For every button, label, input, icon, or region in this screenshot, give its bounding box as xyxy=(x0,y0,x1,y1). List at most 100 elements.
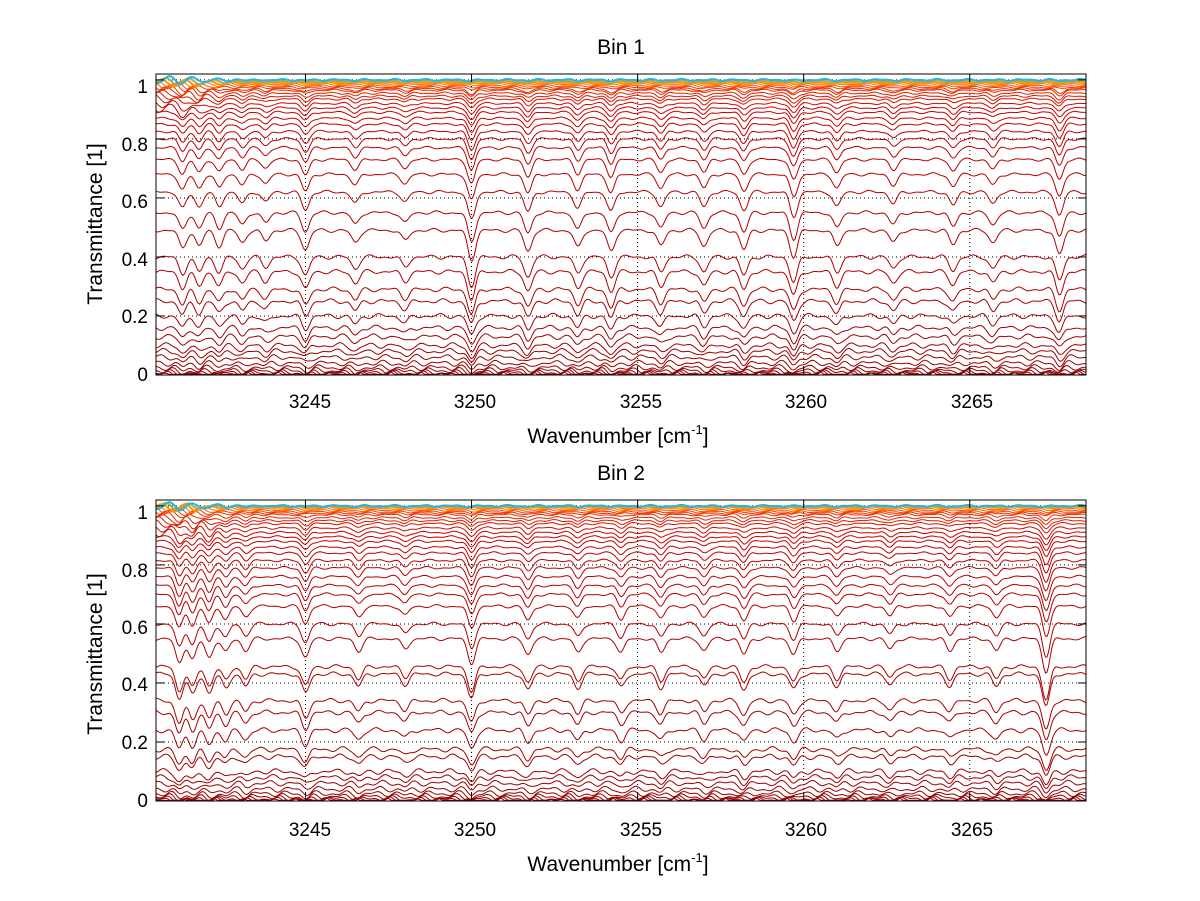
y-tick-label: 0.8 xyxy=(122,135,148,156)
series-line xyxy=(155,324,1087,345)
y-axis-label: Transmittance [1] xyxy=(84,143,107,304)
series-line xyxy=(155,172,1087,200)
x-tick-label: 3260 xyxy=(785,392,827,413)
y-tick-label: 0.4 xyxy=(122,675,149,696)
series-line xyxy=(155,519,1087,534)
series-line xyxy=(155,535,1087,551)
series-line xyxy=(155,507,1087,515)
x-axis-label: Wavenumber [cm-1] xyxy=(527,850,708,876)
y-tick-label: 0 xyxy=(137,365,148,386)
series-line xyxy=(155,558,1087,583)
axes-frame xyxy=(155,73,1087,376)
chart-title: Bin 1 xyxy=(597,36,645,59)
series-line xyxy=(155,91,1087,105)
series-line xyxy=(155,82,1087,91)
y-tick-label: 0.4 xyxy=(122,250,149,271)
series-line xyxy=(155,86,1087,97)
series-line xyxy=(155,122,1087,141)
tick-marks xyxy=(156,74,1086,376)
series-line xyxy=(155,785,1087,799)
series-line xyxy=(155,773,1087,789)
series-line xyxy=(155,83,1087,93)
series-line xyxy=(155,342,1087,359)
series-line xyxy=(155,539,1087,557)
x-tick-label: 3260 xyxy=(785,820,827,841)
series-line xyxy=(155,370,1086,375)
axes-frame xyxy=(155,499,1087,802)
series-group xyxy=(155,75,1087,375)
x-tick-label: 3250 xyxy=(454,820,496,841)
series-line xyxy=(155,116,1087,133)
series-line xyxy=(155,664,1087,701)
series-line xyxy=(155,129,1087,151)
x-axis-label-main: Wavenumber [cm xyxy=(527,853,691,876)
series-line xyxy=(155,525,1087,540)
series-line xyxy=(155,80,1087,89)
series-line xyxy=(155,88,1087,101)
series-line xyxy=(155,727,1087,756)
series-line xyxy=(155,268,1087,302)
series-line xyxy=(155,516,1087,530)
y-tick-label: 1 xyxy=(137,503,148,524)
series-line xyxy=(155,565,1087,592)
series-line xyxy=(156,298,1087,324)
y-axis-label: Transmittance [1] xyxy=(84,573,107,734)
series-line xyxy=(155,545,1087,565)
y-tick-label: 1 xyxy=(137,77,148,98)
series-line xyxy=(155,510,1087,523)
series-line xyxy=(155,671,1087,707)
x-tick-label: 3245 xyxy=(289,392,331,413)
x-tick-label: 3255 xyxy=(620,820,662,841)
series-line xyxy=(155,312,1086,335)
series-line xyxy=(155,100,1087,115)
series-line xyxy=(155,103,1087,121)
series-line xyxy=(155,286,1087,315)
series-line xyxy=(155,85,1087,96)
series-line xyxy=(155,347,1086,363)
series-line xyxy=(155,592,1087,623)
x-tick-label: 3250 xyxy=(454,392,496,413)
series-line xyxy=(156,136,1087,161)
series-line xyxy=(155,94,1087,109)
panel-bin-2: Bin 2 Transmittance [1] Wavenumber [cm-1] 0… xyxy=(84,462,1087,876)
x-tick-label: 3245 xyxy=(289,820,331,841)
y-tick-label: 0.6 xyxy=(122,618,148,639)
series-line xyxy=(155,621,1087,658)
x-axis-label-superscript: -1 xyxy=(691,850,703,865)
x-tick-label: 3255 xyxy=(620,392,662,413)
series-line xyxy=(155,353,1087,368)
series-line xyxy=(155,78,1086,88)
series-line xyxy=(156,157,1087,184)
series-line xyxy=(155,509,1087,519)
x-axis-label-superscript: -1 xyxy=(691,422,703,437)
series-line xyxy=(155,779,1087,794)
series-line xyxy=(155,359,1087,372)
series-line xyxy=(155,513,1087,525)
series-line xyxy=(155,603,1087,638)
series-line xyxy=(155,508,1087,517)
series-line xyxy=(155,768,1087,786)
x-tick-label: 3265 xyxy=(951,392,993,413)
plot-area xyxy=(156,74,1086,375)
series-line xyxy=(155,792,1087,801)
series-line xyxy=(155,583,1087,611)
series-line xyxy=(155,333,1087,353)
series-line xyxy=(156,551,1087,574)
series-line xyxy=(155,210,1087,242)
series-line xyxy=(155,746,1087,771)
y-tick-label: 0.2 xyxy=(122,307,148,328)
y-tick-label: 0.2 xyxy=(122,733,148,754)
x-axis-label-end: ] xyxy=(703,853,709,876)
y-tick-label: 0.8 xyxy=(122,561,148,582)
series-line xyxy=(155,709,1086,740)
series-line xyxy=(155,110,1087,126)
series-line xyxy=(155,790,1087,801)
y-tick-label: 0.6 xyxy=(122,192,148,213)
series-line xyxy=(155,145,1087,171)
series-line xyxy=(155,753,1087,776)
x-tick-label: 3265 xyxy=(951,820,993,841)
series-line xyxy=(155,254,1087,289)
x-axis-label: Wavenumber [cm-1] xyxy=(527,422,708,448)
series-line xyxy=(155,364,1087,374)
